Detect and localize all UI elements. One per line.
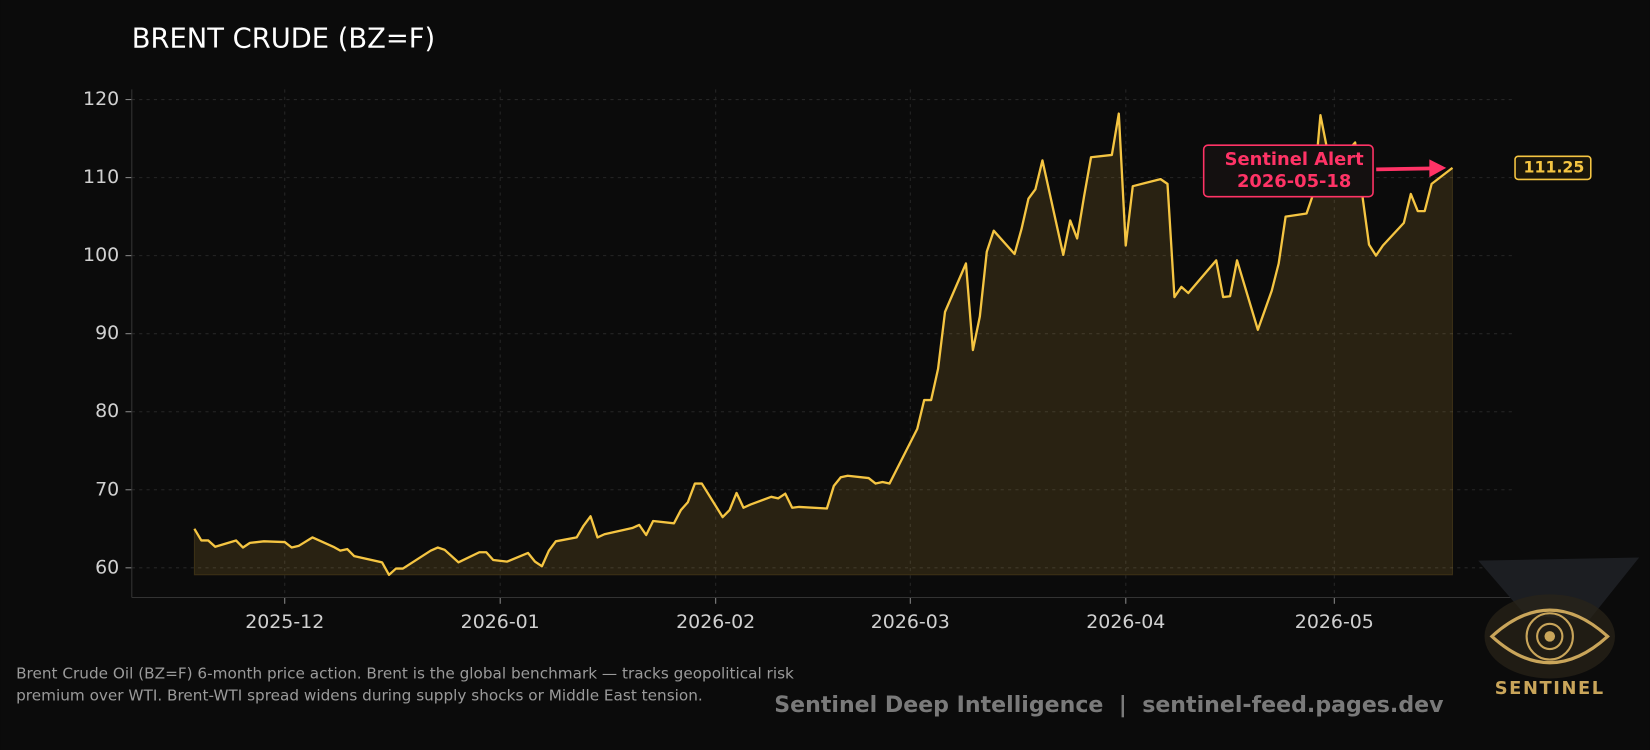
footer: Sentinel Deep Intelligence | sentinel-fe…: [774, 693, 1444, 718]
x-tick-label: 2025-12: [245, 611, 324, 633]
annotation-box: [1202, 144, 1374, 198]
y-tick-label: 90: [95, 322, 119, 344]
y-tick-label: 100: [83, 244, 119, 266]
logo: SENTINEL: [1478, 557, 1640, 699]
last-value-box: [1514, 155, 1592, 181]
x-tick-label: 2026-04: [1086, 611, 1165, 633]
x-tick-label: 2026-02: [676, 611, 755, 633]
y-tick-label: 70: [95, 478, 119, 500]
y-tick-label: 110: [83, 166, 119, 188]
annotation-arrow: [1376, 166, 1434, 172]
logo-iris-inner: [1536, 622, 1564, 651]
annotation-date: 2026-05-18: [1237, 171, 1351, 192]
logo-text: SENTINEL: [1495, 678, 1605, 699]
x-tick-label: 2026-05: [1295, 611, 1374, 633]
y-tick-label: 60: [95, 556, 119, 578]
last-value-label: 111.25: [1524, 157, 1585, 176]
description: Brent Crude Oil (BZ=F) 6-month price act…: [16, 665, 794, 705]
y-tick-label: 120: [83, 88, 119, 110]
description-box: Brent Crude Oil (BZ=F) 6-month price act…: [16, 665, 794, 705]
plot-area: 60 70 80 90 100 110 120 2025-12 2026-01 2026-02 20…: [83, 88, 1592, 633]
logo-iris: [1525, 612, 1574, 661]
y-tick-label: 80: [95, 400, 119, 422]
annotation-title: Sentinel Alert: [1225, 149, 1364, 170]
price-line: [193, 112, 1454, 577]
logo-pupil: [1544, 631, 1556, 642]
logo-eye: [1489, 608, 1610, 665]
chart-title: BRENT CRUDE (BZ=F): [132, 23, 435, 54]
annotation-arrowhead: [1429, 159, 1447, 178]
x-tick-label: 2026-03: [871, 611, 950, 633]
x-tick-label: 2026-01: [461, 611, 540, 633]
